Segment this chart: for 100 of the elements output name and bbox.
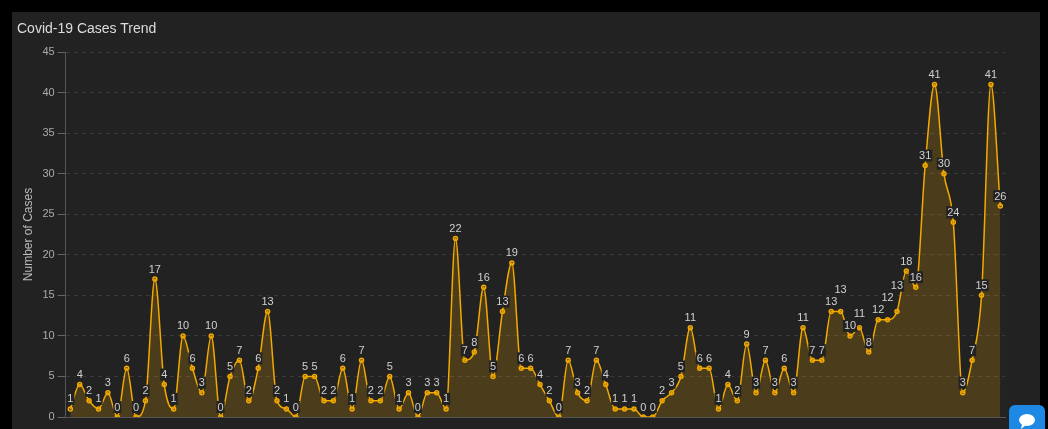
data-label: 2: [734, 384, 741, 397]
data-label: 13: [890, 279, 904, 292]
data-label: 16: [909, 270, 922, 283]
data-label: 1: [95, 392, 102, 405]
data-label: 22: [449, 222, 462, 235]
data-label: 0: [414, 400, 421, 413]
data-label: 3: [104, 376, 111, 389]
data-label: 6: [696, 351, 703, 364]
data-label: 10: [176, 319, 190, 332]
data-label: 4: [536, 368, 544, 381]
y-tick-label: 10: [42, 328, 55, 341]
data-label: 3: [753, 376, 760, 389]
data-label: 2: [659, 384, 666, 397]
data-label: 13: [834, 283, 847, 296]
data-label: 1: [630, 392, 638, 405]
data-label: 13: [261, 295, 274, 308]
data-label: 2: [546, 384, 553, 397]
y-tick-label: 15: [42, 288, 55, 301]
data-label: 26: [994, 189, 1007, 202]
data-label: 18: [900, 254, 913, 267]
y-tick-label: 0: [48, 410, 55, 423]
data-label: 3: [959, 376, 966, 389]
data-label: 17: [148, 262, 161, 275]
data-label: 1: [67, 392, 74, 405]
data-label: 2: [86, 384, 93, 397]
data-label: 1: [170, 392, 177, 405]
data-label: 30: [937, 157, 951, 170]
data-label: 5: [677, 359, 684, 372]
y-tick-label: 25: [42, 207, 55, 220]
data-label: 24: [947, 205, 960, 218]
data-label: 3: [424, 376, 431, 389]
y-axis-title: Number of Cases: [20, 187, 35, 282]
data-label: 6: [123, 351, 130, 364]
data-label: 11: [684, 311, 697, 324]
y-tick-label: 35: [42, 126, 55, 139]
data-label: 7: [809, 343, 816, 356]
data-label: 2: [377, 384, 384, 397]
data-label: 2: [273, 384, 281, 397]
data-label: 3: [574, 376, 581, 389]
data-label: 15: [975, 278, 988, 291]
data-label: 41: [928, 67, 941, 80]
data-label: 5: [226, 359, 234, 372]
data-label: 8: [865, 335, 872, 348]
data-label: 4: [602, 368, 609, 381]
data-label: 3: [771, 376, 778, 389]
data-label: 2: [583, 384, 591, 397]
chart-title: Covid-19 Cases Trend: [17, 20, 157, 36]
data-label: 1: [621, 392, 628, 405]
data-label: 6: [339, 351, 346, 364]
data-label: 3: [668, 376, 675, 389]
data-label: 7: [358, 343, 365, 356]
data-label: 16: [477, 270, 490, 283]
data-label: 5: [302, 359, 309, 372]
data-label: 13: [825, 295, 838, 308]
data-label: 7: [818, 343, 825, 356]
data-label: 0: [649, 400, 656, 413]
data-label: 7: [461, 343, 468, 356]
y-tick-label: 30: [42, 166, 55, 179]
y-tick-label: 45: [42, 45, 55, 58]
data-label: 7: [593, 343, 600, 356]
data-label: 7: [762, 343, 769, 356]
data-label: 5: [311, 359, 318, 372]
data-label: 7: [565, 343, 572, 356]
data-label: 6: [706, 351, 713, 364]
data-label: 6: [189, 351, 196, 364]
data-label: 31: [919, 149, 932, 162]
data-label: 1: [443, 392, 450, 405]
data-label: 0: [114, 400, 121, 413]
data-label: 10: [205, 319, 218, 332]
data-label: 0: [640, 400, 647, 413]
data-label: 19: [505, 246, 518, 259]
data-label: 7: [969, 343, 976, 356]
data-label: 9: [743, 327, 750, 340]
data-label: 7: [236, 343, 243, 356]
data-label: 0: [292, 400, 299, 413]
data-label: 6: [518, 351, 525, 364]
data-label: 4: [76, 368, 83, 381]
data-label: 5: [386, 359, 393, 372]
data-label: 4: [724, 368, 731, 381]
data-label: 3: [790, 376, 797, 389]
data-label: 2: [245, 384, 252, 397]
data-label: 1: [396, 392, 403, 405]
data-label: 1: [349, 392, 356, 405]
data-label: 41: [984, 67, 998, 80]
data-label: 2: [142, 384, 149, 397]
data-label: 3: [198, 376, 205, 389]
y-tick-label: 40: [42, 85, 55, 98]
data-label: 2: [367, 384, 374, 397]
data-label: 6: [527, 351, 534, 364]
data-label: 4: [161, 368, 168, 381]
data-label: 2: [320, 384, 328, 397]
data-label: 0: [217, 400, 224, 413]
data-label: 5: [489, 359, 497, 372]
data-label: 0: [555, 400, 562, 413]
data-label: 11: [797, 311, 809, 324]
data-label: 12: [881, 291, 894, 304]
data-label: 10: [843, 319, 857, 332]
data-label: 1: [283, 392, 290, 405]
data-label: 6: [781, 351, 788, 364]
data-label: 1: [612, 392, 619, 405]
